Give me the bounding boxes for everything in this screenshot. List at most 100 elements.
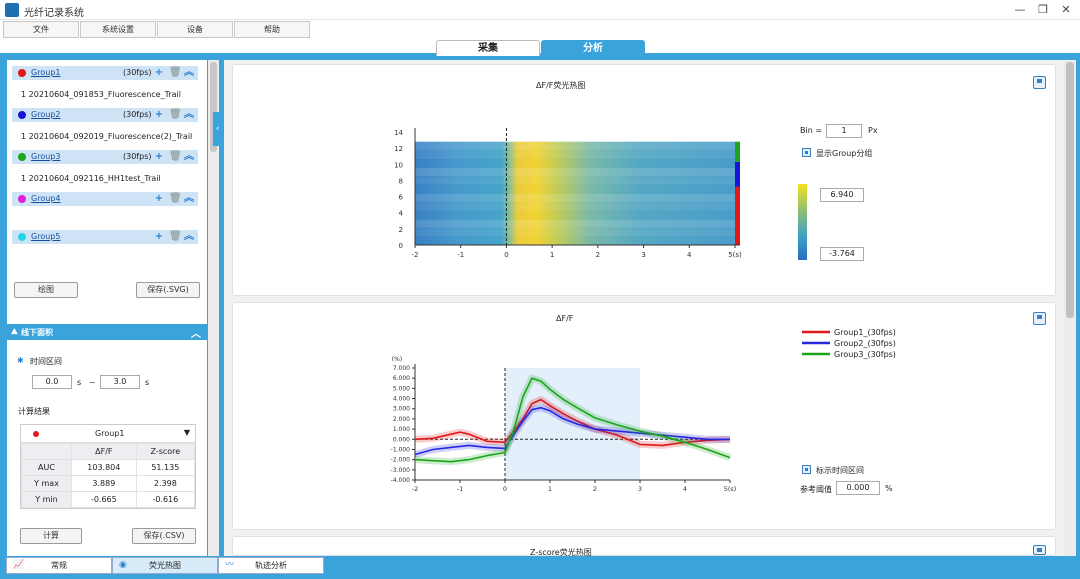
group-band [735, 186, 740, 245]
save-icon[interactable] [1033, 76, 1046, 89]
collapse-icon[interactable]: ︽ [184, 109, 194, 120]
collapse-icon[interactable]: ︽ [184, 151, 194, 162]
color-max-input[interactable]: 6.940 [820, 188, 864, 202]
calculate-button[interactable]: 计算 [20, 528, 82, 544]
minimize-button[interactable]: — [1014, 3, 1026, 16]
y-tick-label: 4.000 [393, 396, 410, 403]
collapse-icon[interactable]: ︽ [184, 231, 194, 242]
collapse-icon[interactable]: ︽ [184, 193, 194, 204]
chevron-down-icon[interactable]: ▼ [183, 428, 190, 437]
file-row-3[interactable]: 1 20210604_092116_HH1test_Trail [21, 174, 161, 183]
y-tick-label: 0 [399, 242, 403, 250]
collapse-panel-handle[interactable]: ‹ [213, 112, 222, 146]
y-tick-label: 10 [394, 161, 403, 169]
close-button[interactable]: ✕ [1061, 3, 1071, 16]
y-tick-label: 6 [399, 194, 404, 202]
heatmap-row [415, 167, 735, 177]
x-tick-label: -2 [412, 251, 419, 259]
group-row-5[interactable]: Group5 + 🗑 ︽ [12, 230, 198, 244]
group-select[interactable]: Group1 ▼ [21, 425, 195, 443]
plot-button[interactable]: 绘图 [14, 282, 78, 298]
color-scale-bar [798, 184, 807, 260]
scroll-thumb[interactable] [1066, 62, 1074, 318]
result-table: Group1 ▼ ΔF/F Z-score AUC 103.804 51.135… [20, 424, 196, 509]
trajectory-icon: 〰 [225, 560, 235, 570]
heatmap-row [415, 193, 735, 203]
x-tick-label: 4 [683, 485, 687, 493]
line-chart-panel [232, 302, 1056, 530]
group-row-1[interactable]: Group1 (30fps) + 🗑 ︽ [12, 66, 198, 80]
group-fps: (30fps) [123, 68, 152, 77]
show-group-checkbox[interactable] [802, 148, 811, 157]
group-row-4[interactable]: Group4 + 🗑 ︽ [12, 192, 198, 206]
group-band [735, 161, 740, 187]
main-tab-bar: 采集 分析 [0, 40, 1080, 56]
group-name[interactable]: Group3 [31, 152, 61, 161]
title-bar: 光纤记录系统 — ❐ ✕ [0, 0, 1080, 20]
menu-help[interactable]: 帮助 [234, 21, 310, 38]
add-icon[interactable]: + [154, 151, 164, 162]
scroll-thumb[interactable] [210, 62, 217, 152]
series-line-3 [414, 377, 731, 463]
offline-area-title: 线下面积 [21, 328, 53, 337]
bin-input[interactable]: 1 [826, 124, 862, 138]
add-icon[interactable]: + [154, 193, 164, 204]
delete-icon[interactable]: 🗑 [169, 67, 182, 78]
menu-device[interactable]: 设备 [157, 21, 233, 38]
main-scrollbar[interactable] [1064, 60, 1076, 556]
x-tick-label: 2 [596, 251, 600, 259]
y-tick-label: 2 [399, 226, 403, 234]
table-cell: 2.398 [135, 475, 196, 492]
table-cell: 103.804 [71, 459, 137, 476]
save-icon[interactable] [1033, 312, 1046, 325]
file-row-2[interactable]: 1 20210604_092019_Fluorescence(2)_Trail [21, 132, 193, 141]
show-range-checkbox[interactable] [802, 465, 811, 474]
time-from-input[interactable]: 0.0 [32, 375, 72, 389]
group-color-dot [18, 195, 26, 203]
color-min-input[interactable]: -3.764 [820, 247, 864, 261]
delete-icon[interactable]: 🗑 [169, 109, 182, 120]
tab-acquire[interactable]: 采集 [436, 40, 540, 56]
save-csv-button[interactable]: 保存(.CSV) [132, 528, 196, 544]
group-name[interactable]: Group4 [31, 194, 61, 203]
delete-icon[interactable]: 🗑 [169, 231, 182, 242]
group-name[interactable]: Group5 [31, 232, 61, 241]
tab-trajectory[interactable]: 〰 轨迹分析 [218, 557, 324, 574]
delete-icon[interactable]: 🗑 [169, 193, 182, 204]
left-scrollbar[interactable] [208, 60, 219, 556]
add-icon[interactable]: + [154, 109, 164, 120]
add-icon[interactable]: + [154, 231, 164, 242]
file-row-1[interactable]: 1 20210604_091853_Fluorescence_Trail [21, 90, 181, 99]
ref-threshold-input[interactable]: 0.000 [836, 481, 880, 495]
legend-entry: Group2_(30fps) [834, 339, 896, 348]
maximize-button[interactable]: ❐ [1038, 3, 1048, 16]
tab-general[interactable]: 📈 常规 [6, 557, 112, 574]
save-icon[interactable] [1033, 545, 1046, 555]
heatmap-row [415, 236, 735, 246]
y-tick-label: 4 [399, 210, 404, 218]
menu-system-settings[interactable]: 系统设置 [80, 21, 156, 38]
group-row-3[interactable]: Group3 (30fps) + 🗑 ︽ [12, 150, 198, 164]
tab-analyze[interactable]: 分析 [541, 40, 645, 56]
group-row-2[interactable]: Group2 (30fps) + 🗑 ︽ [12, 108, 198, 122]
table-row: Y max 3.889 2.398 [21, 475, 196, 492]
save-svg-button[interactable]: 保存(.SVG) [136, 282, 200, 298]
x-tick-label: 0 [503, 485, 507, 493]
collapse-icon[interactable]: ︽ [184, 67, 194, 78]
line-series [414, 374, 732, 466]
group-name[interactable]: Group1 [31, 68, 61, 77]
add-icon[interactable]: + [154, 67, 164, 78]
legend-entry: Group3_(30fps) [834, 350, 896, 359]
group-bands [735, 141, 740, 245]
y-tick-label: 2.000 [393, 416, 410, 423]
table-cell: -0.616 [135, 491, 196, 508]
bottom-tab-bar: 📈 常规 ◉ 荧光热图 〰 轨迹分析 [0, 556, 1080, 579]
delete-icon[interactable]: 🗑 [169, 151, 182, 162]
group-name[interactable]: Group2 [31, 110, 61, 119]
y-tick-label: -4.000 [391, 477, 411, 484]
chevron-up-icon[interactable]: ︿ [191, 329, 201, 340]
offline-area-header[interactable]: ⛰ 线下面积 ︿ [7, 324, 207, 340]
menu-file[interactable]: 文件 [3, 21, 79, 38]
tab-heatmap[interactable]: ◉ 荧光热图 [112, 557, 218, 574]
time-to-input[interactable]: 3.0 [100, 375, 140, 389]
